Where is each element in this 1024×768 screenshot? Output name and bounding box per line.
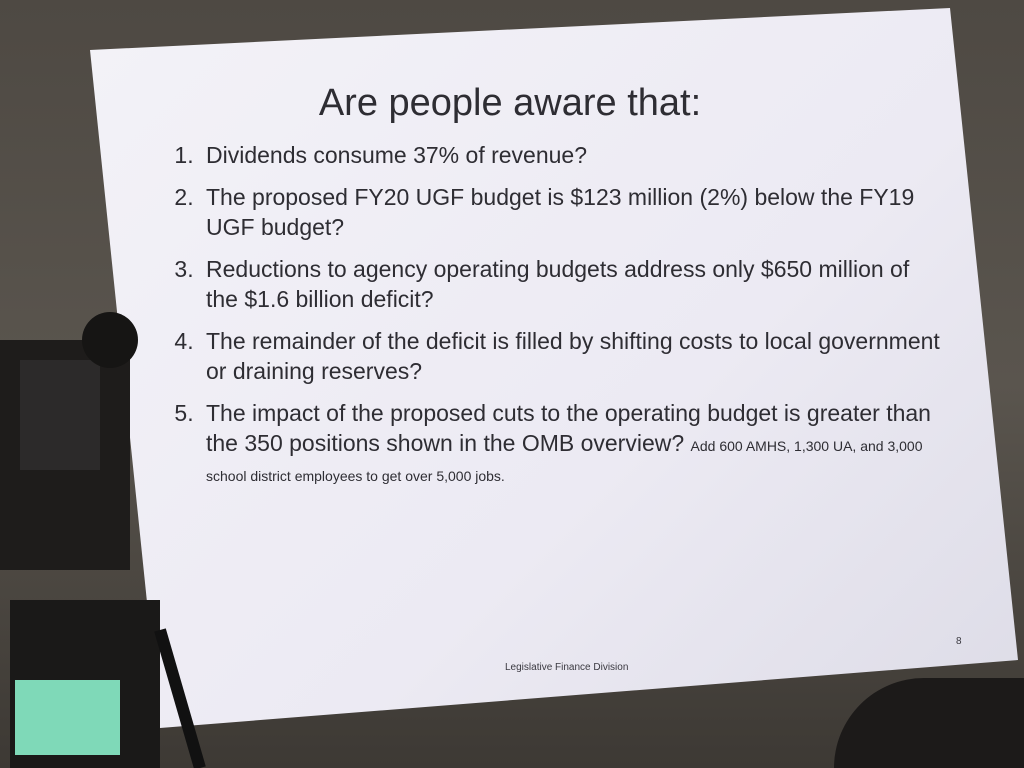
- audience-head-silhouette: [834, 678, 1024, 768]
- question-list: Dividends consume 37% of revenue? The pr…: [140, 140, 940, 488]
- item-text: The impact of the proposed cuts to the o…: [206, 400, 931, 456]
- camera-monitor: [15, 680, 120, 755]
- list-item: Reductions to agency operating budgets a…: [200, 254, 940, 314]
- video-camera-silhouette: [0, 312, 206, 768]
- slide-title: Are people aware that:: [318, 82, 702, 124]
- item-note: Add 600 AMHS, 1,300 UA, and 3,000 school…: [206, 438, 923, 484]
- page-number: 8: [956, 636, 962, 647]
- item-text: Reductions to agency operating budgets a…: [206, 256, 910, 312]
- list-item: Dividends consume 37% of revenue?: [200, 140, 940, 170]
- item-text: Dividends consume 37% of revenue?: [206, 142, 588, 168]
- slide-footer: Legislative Finance Division: [505, 662, 629, 673]
- list-item: The proposed FY20 UGF budget is $123 mil…: [200, 182, 940, 242]
- item-text: The proposed FY20 UGF budget is $123 mil…: [206, 184, 915, 240]
- list-item: The impact of the proposed cuts to the o…: [200, 398, 940, 488]
- slide-content: Are people aware that: Dividends consume…: [140, 80, 940, 500]
- list-item: The remainder of the deficit is filled b…: [200, 326, 940, 386]
- item-text: The remainder of the deficit is filled b…: [206, 328, 940, 384]
